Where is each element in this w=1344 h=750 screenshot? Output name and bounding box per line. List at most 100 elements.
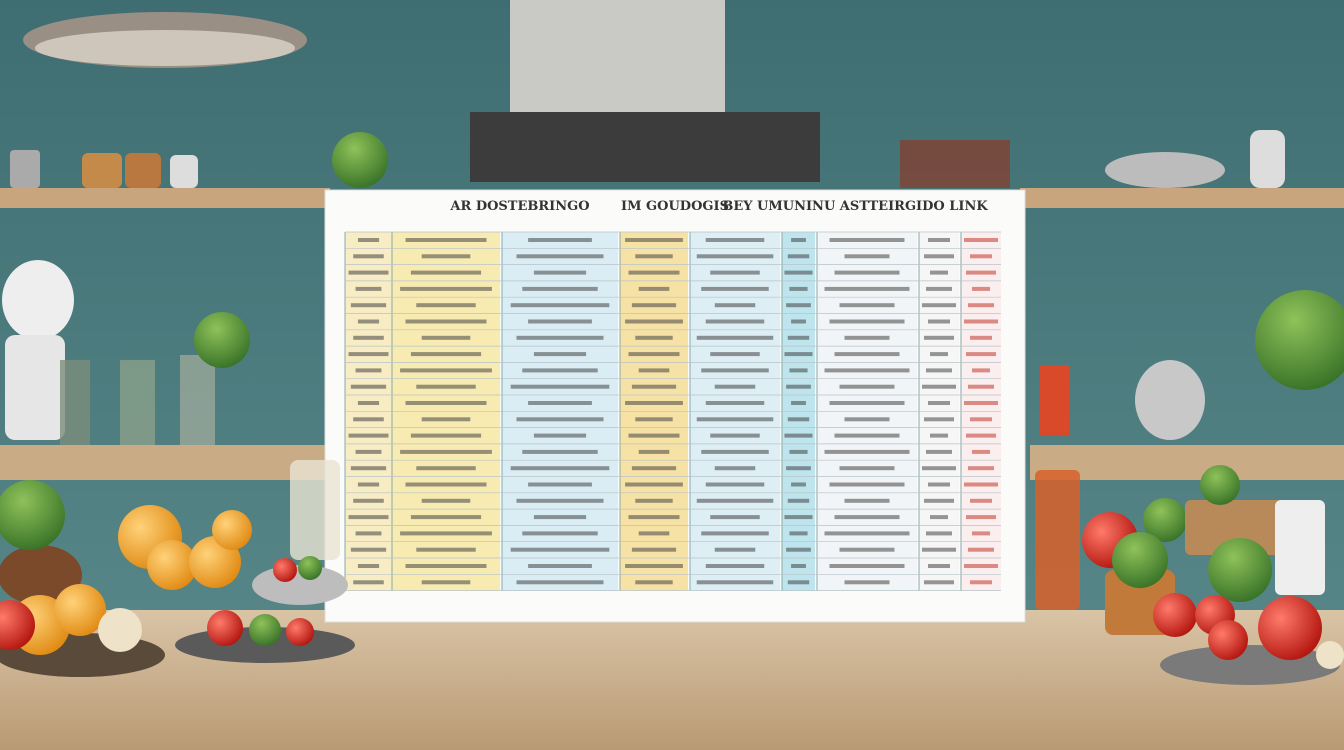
cell-scribble (510, 384, 610, 389)
cell-scribble (635, 580, 673, 585)
background-items (2, 260, 1344, 445)
cell-scribble (791, 319, 806, 324)
cell-scribble (930, 433, 948, 438)
cell-scribble (348, 352, 389, 357)
cell-scribble (787, 580, 810, 585)
cell-scribble (966, 270, 996, 275)
shelf (1020, 188, 1344, 208)
cell-scribble (516, 254, 604, 259)
cell-scribble (968, 547, 994, 552)
cell-scribble (834, 270, 900, 275)
cell-scribble (625, 238, 683, 242)
cell-scribble (353, 417, 384, 422)
cell-scribble (516, 417, 604, 422)
cell-scribble (631, 303, 677, 308)
cell-scribble (410, 270, 482, 275)
cell-scribble (348, 270, 389, 275)
cell-scribble (510, 547, 610, 552)
cell-scribble (824, 531, 910, 536)
cell-scribble (710, 352, 760, 357)
cell-scribble (844, 417, 890, 422)
cell-scribble (922, 466, 956, 471)
cell-scribble (705, 482, 765, 487)
cell-scribble (528, 401, 592, 405)
cell-scribble (410, 433, 482, 438)
cell-scribble (924, 498, 954, 503)
cell-scribble (638, 531, 670, 536)
cell-scribble (701, 368, 769, 373)
cell-scribble (350, 547, 387, 552)
cell-scribble (714, 303, 756, 308)
cell-scribble (400, 368, 492, 373)
cell-scribble (405, 238, 487, 242)
cell-scribble (405, 564, 487, 568)
cell-scribble (924, 254, 954, 259)
cell-scribble (528, 564, 592, 568)
cell-scribble (710, 515, 760, 520)
cell-scribble (824, 449, 910, 454)
cell-scribble (928, 564, 950, 568)
cell-scribble (714, 384, 756, 389)
cell-scribble (533, 270, 587, 275)
cell-scribble (786, 384, 811, 389)
cell-scribble (528, 238, 592, 242)
cell-scribble (635, 335, 673, 340)
cell-scribble (834, 352, 900, 357)
cell-scribble (705, 564, 765, 568)
cell-scribble (786, 466, 811, 471)
cell-scribble (522, 286, 598, 291)
cell-scribble (922, 547, 956, 552)
cell-scribble (834, 433, 900, 438)
cell-scribble (966, 352, 996, 357)
cell-scribble (353, 498, 384, 503)
cell-scribble (696, 498, 774, 503)
cell-scribble (924, 417, 954, 422)
cell-scribble (421, 417, 471, 422)
poster-heading: AR DOSTEBRINGO (449, 199, 589, 214)
cell-scribble (926, 531, 952, 536)
cell-scribble (510, 303, 610, 308)
cell-scribble (405, 319, 487, 324)
cell-scribble (928, 482, 950, 487)
cell-scribble (410, 515, 482, 520)
cell-scribble (357, 238, 380, 242)
cell-scribble (638, 368, 670, 373)
cell-scribble (970, 417, 992, 422)
side-counter (0, 445, 330, 480)
cell-scribble (353, 335, 384, 340)
cell-scribble (416, 466, 476, 471)
cell-scribble (357, 401, 380, 405)
cell-scribble (357, 482, 380, 487)
cell-scribble (400, 531, 492, 536)
cell-scribble (972, 286, 990, 291)
cell-scribble (787, 498, 810, 503)
cell-scribble (824, 368, 910, 373)
cell-scribble (839, 547, 895, 552)
cell-scribble (964, 238, 998, 242)
cell-scribble (784, 352, 813, 357)
cell-scribble (410, 352, 482, 357)
cell-scribble (789, 368, 808, 373)
cell-scribble (516, 580, 604, 585)
cell-scribble (528, 482, 592, 487)
cell-scribble (714, 466, 756, 471)
cell-scribble (348, 515, 389, 520)
cell-scribble (638, 449, 670, 454)
cell-scribble (638, 286, 670, 291)
cell-scribble (784, 433, 813, 438)
cell-scribble (421, 498, 471, 503)
cell-scribble (787, 335, 810, 340)
cell-scribble (522, 531, 598, 536)
cell-scribble (970, 335, 992, 340)
cell-scribble (635, 498, 673, 503)
side-counter (1030, 445, 1344, 480)
cell-scribble (696, 417, 774, 422)
cell-scribble (416, 303, 476, 308)
cell-scribble (930, 270, 948, 275)
cell-scribble (970, 254, 992, 259)
cell-scribble (701, 449, 769, 454)
cell-scribble (786, 547, 811, 552)
cell-scribble (400, 449, 492, 454)
cell-scribble (924, 335, 954, 340)
cell-scribble (705, 401, 765, 405)
